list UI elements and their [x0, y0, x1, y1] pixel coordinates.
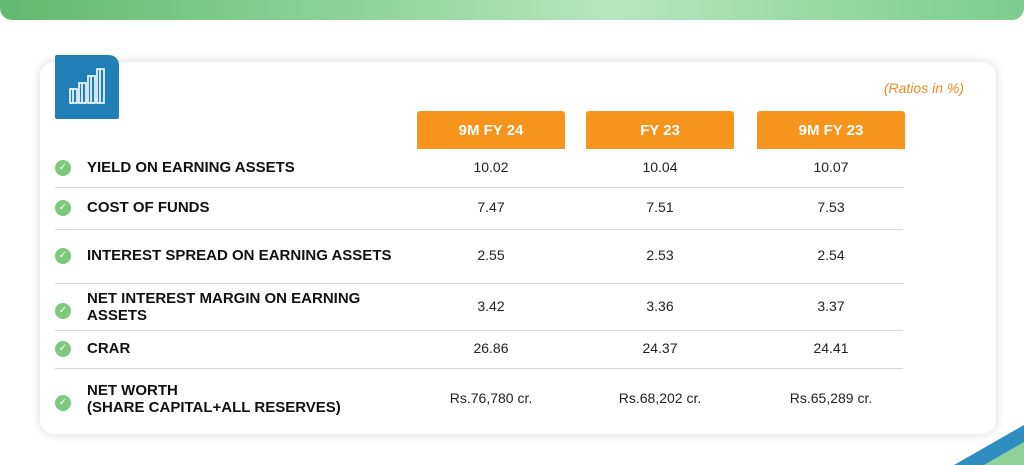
table-row: ✓ COST OF FUNDS 7.47 7.51 7.53: [55, 187, 903, 230]
logo-tile: [55, 55, 119, 119]
ratios-note: (Ratios in %): [883, 80, 964, 96]
table-cell: Rs.68,202 cr.: [618, 390, 702, 406]
table-cell: 10.07: [813, 159, 849, 175]
table-row: ✓ INTEREST SPREAD ON EARNING ASSETS 2.55 2.…: [55, 229, 903, 284]
table-cell: 2.55: [477, 247, 505, 263]
table-cell: 10.04: [642, 159, 678, 175]
table-row: ✓ YIELD ON EARNING ASSETS 10.02 10.04 10.07: [55, 149, 903, 188]
row-label-line: COST OF FUNDS: [87, 199, 210, 216]
check-circle-icon: ✓: [55, 302, 71, 319]
check-circle-icon: ✓: [55, 200, 71, 216]
row-label-line: INTEREST SPREAD ON EARNING ASSETS: [87, 247, 392, 264]
table-row: ✓ NET INTEREST MARGIN ON EARNING ASSETS 3.…: [55, 283, 903, 331]
table-row: ✓ CRAR 26.86 24.37 24.41: [55, 330, 903, 369]
row-label: NET WORTH (SHARE CAPITAL+ALL RESERVES): [87, 382, 427, 416]
table-cell: 3.42: [477, 297, 505, 314]
column-header-fy23: FY 23: [586, 111, 734, 149]
row-label: COST OF FUNDS: [87, 199, 427, 216]
table-cell: 2.53: [646, 247, 674, 263]
check-circle-icon: ✓: [55, 160, 71, 176]
top-decorative-band: [0, 0, 1024, 20]
row-label-line: NET WORTH: [87, 382, 178, 399]
table-cell: Rs.65,289 cr.: [789, 390, 873, 406]
row-label-line: NET INTEREST MARGIN ON EARNING ASSETS: [87, 289, 361, 324]
table-cell: Rs.76,780 cr.: [449, 390, 533, 406]
table-cell: 2.54: [817, 247, 845, 263]
table-cell: 10.02: [473, 159, 509, 175]
row-label-line: (SHARE CAPITAL+ALL RESERVES): [87, 399, 341, 416]
table-cell: 24.41: [813, 340, 849, 356]
corner-decoration: [954, 425, 1024, 465]
column-header-9m-fy23: 9M FY 23: [757, 111, 905, 149]
row-label-line: YIELD ON EARNING ASSETS: [87, 159, 295, 176]
bar-chart-icon: [69, 68, 105, 104]
check-circle-icon: ✓: [55, 395, 71, 411]
row-label: INTEREST SPREAD ON EARNING ASSETS: [87, 247, 427, 264]
table-cell: 24.37: [642, 340, 678, 356]
table-cell: 3.37: [817, 297, 845, 314]
table-cell: 7.51: [646, 199, 674, 215]
table-row: ✓ NET WORTH (SHARE CAPITAL+ALL RESERVES) Rs…: [55, 368, 903, 430]
check-circle-icon: ✓: [55, 341, 71, 357]
table-cell: 7.53: [817, 199, 845, 215]
table-cell: 26.86: [473, 340, 509, 356]
row-label: NET INTEREST MARGIN ON EARNING ASSETS: [87, 290, 377, 324]
row-label: CRAR: [87, 340, 427, 357]
table-cell: 7.47: [477, 199, 505, 215]
table-cell: 3.36: [646, 297, 674, 314]
check-circle-icon: ✓: [55, 248, 71, 264]
row-label-line: CRAR: [87, 340, 131, 357]
row-label: YIELD ON EARNING ASSETS: [87, 159, 427, 176]
column-header-9m-fy24: 9M FY 24: [417, 111, 565, 149]
